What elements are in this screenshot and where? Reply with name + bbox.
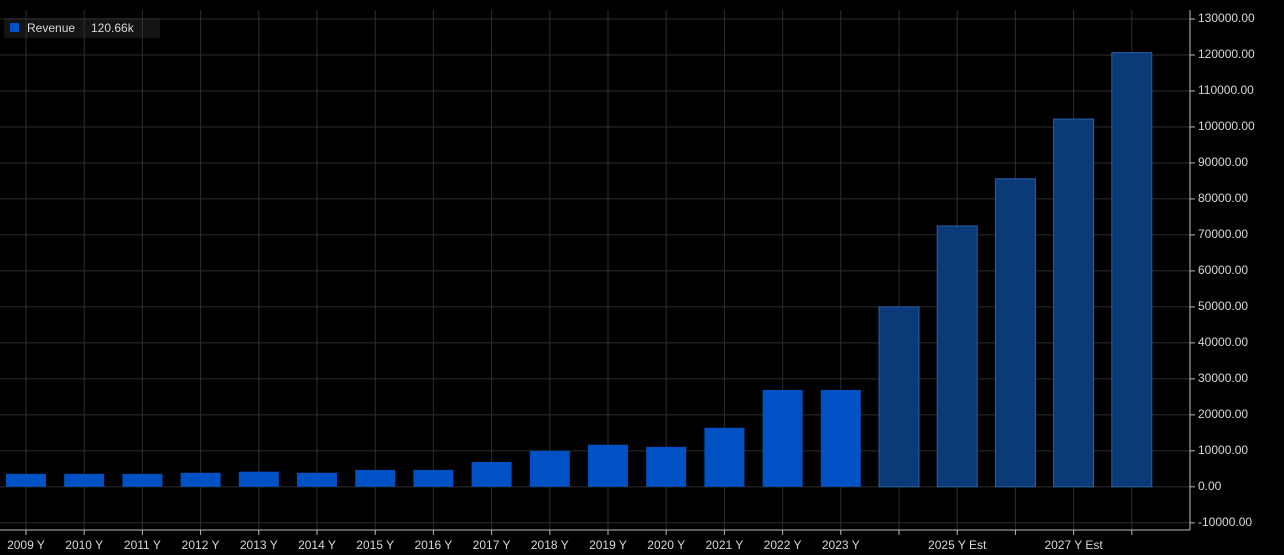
x-tick-label: 2019 Y: [589, 538, 627, 552]
y-tick-label: -10000.00: [1198, 515, 1252, 529]
bar: [878, 306, 920, 488]
y-tick-label: 120000.00: [1198, 47, 1255, 61]
bar: [994, 178, 1036, 488]
y-tick-label: 10000.00: [1198, 443, 1248, 457]
legend-swatch: [10, 23, 19, 32]
bar: [413, 469, 454, 487]
x-tick-label: 2027 Y Est: [1044, 538, 1103, 552]
x-tick-label: 2012 Y: [182, 538, 220, 552]
legend-label: Revenue: [27, 21, 75, 35]
bar: [122, 473, 163, 487]
x-tick-label: 2017 Y: [473, 538, 511, 552]
bar: [297, 472, 337, 487]
bar: [238, 471, 279, 487]
bar: [762, 390, 803, 487]
y-tick-label: 110000.00: [1198, 83, 1254, 97]
bar: [180, 472, 221, 487]
y-tick-label: 0.00: [1198, 479, 1222, 493]
x-tick-label: 2023 Y: [822, 538, 860, 552]
y-tick-label: 30000.00: [1198, 371, 1248, 385]
bar: [529, 450, 570, 487]
bar: [6, 473, 46, 487]
x-tick-label: 2013 Y: [240, 538, 278, 552]
y-tick-label: 130000.00: [1198, 11, 1255, 25]
x-tick-label: 2011 Y: [124, 538, 161, 552]
x-tick-label: 2009 Y: [7, 538, 45, 552]
x-tick-label: 2021 Y: [705, 538, 743, 552]
x-tick-label: 2015 Y: [356, 538, 394, 552]
bar: [936, 225, 978, 488]
y-tick-label: 40000.00: [1198, 335, 1248, 349]
legend-box: [4, 18, 160, 38]
y-tick-label: 80000.00: [1198, 191, 1248, 205]
y-tick-label: 50000.00: [1198, 299, 1248, 313]
x-tick-label: 2018 Y: [531, 538, 569, 552]
bar: [471, 461, 512, 487]
y-tick-label: 60000.00: [1198, 263, 1248, 277]
bar: [646, 446, 687, 487]
x-tick-label: 2014 Y: [298, 538, 336, 552]
bar: [64, 473, 105, 487]
x-tick-label: 2022 Y: [764, 538, 802, 552]
x-tick-label: 2016 Y: [414, 538, 452, 552]
bar: [355, 469, 396, 487]
bar: [588, 444, 628, 487]
bar: [820, 390, 861, 487]
y-tick-label: 100000.00: [1198, 119, 1255, 133]
x-tick-label: 2010 Y: [65, 538, 103, 552]
y-tick-label: 20000.00: [1198, 407, 1248, 421]
bar: [1111, 52, 1153, 488]
legend-value: 120.66k: [91, 21, 135, 35]
y-tick-label: 70000.00: [1198, 227, 1248, 241]
bar: [1053, 118, 1095, 488]
bar: [704, 427, 745, 487]
x-tick-label: 2020 Y: [647, 538, 685, 552]
x-tick-label: 2025 Y Est: [928, 538, 987, 552]
y-tick-label: 90000.00: [1198, 155, 1248, 169]
